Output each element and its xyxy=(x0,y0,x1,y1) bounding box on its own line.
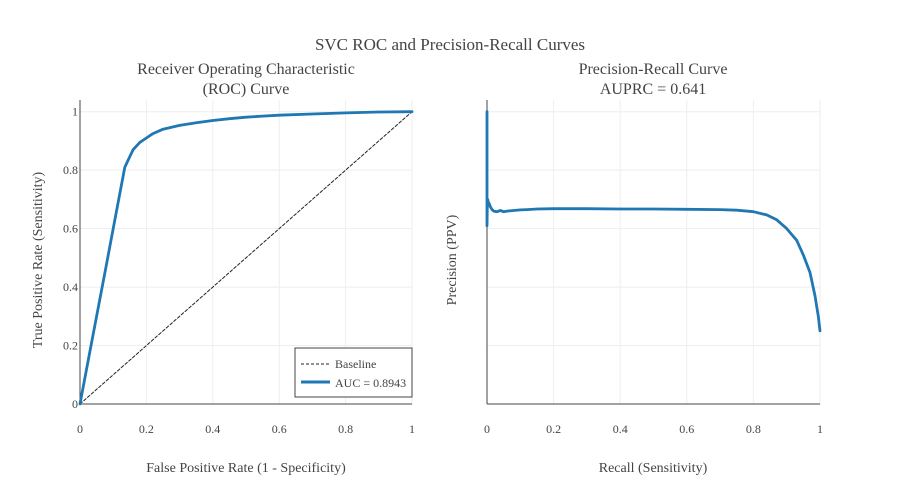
pr-curve-line xyxy=(485,110,822,333)
pr-y-axis-label: Precision (PPV) xyxy=(445,214,460,305)
roc-x-tick-label: 0.8 xyxy=(338,422,353,436)
roc-panel: Receiver Operating Characteristic (ROC) … xyxy=(31,61,415,476)
roc-axes xyxy=(79,100,412,405)
roc-y-axis-label: True Positive Rate (Sensitivity) xyxy=(31,171,46,348)
pr-title-line-2: AUPRC = 0.641 xyxy=(600,81,706,98)
pr-grid xyxy=(487,100,821,404)
roc-title-line-1: Receiver Operating Characteristic xyxy=(137,61,355,78)
pr-x-tick-label: 0.2 xyxy=(546,422,561,436)
roc-curve-line xyxy=(78,110,414,406)
roc-legend-auc-label: AUC = 0.8943 xyxy=(335,376,406,390)
roc-series xyxy=(78,110,414,406)
roc-legend-baseline-label: Baseline xyxy=(335,357,376,371)
roc-legend-box xyxy=(294,347,413,398)
pr-x-tick-label: 0.4 xyxy=(613,422,628,436)
roc-y-tick-label: 0 xyxy=(72,397,78,411)
figure-title: SVC ROC and Precision-Recall Curves xyxy=(315,35,585,54)
roc-y-tick-label: 0.6 xyxy=(63,222,78,236)
pr-x-axis-label: Recall (Sensitivity) xyxy=(599,461,708,476)
roc-x-tick-label: 0.2 xyxy=(139,422,154,436)
roc-x-axis-label: False Positive Rate (1 - Specificity) xyxy=(146,461,346,476)
roc-x-tick-label: 0.6 xyxy=(272,422,287,436)
roc-x-tick-label: 1 xyxy=(409,422,415,436)
pr-panel: Precision-Recall Curve AUPRC = 0.641 0 0.… xyxy=(445,61,823,476)
pr-x-tick-label: 0.6 xyxy=(679,422,694,436)
roc-legend: Baseline AUC = 0.8943 xyxy=(294,347,413,398)
roc-title-line-2: (ROC) Curve xyxy=(203,81,290,98)
pr-x-tick-label: 1 xyxy=(817,422,823,436)
roc-y-tick-label: 1 xyxy=(72,105,78,119)
pr-ticks: 0 0.2 0.4 0.6 0.8 1 xyxy=(484,422,823,436)
roc-baseline-line xyxy=(79,111,413,405)
pr-x-tick-label: 0 xyxy=(484,422,490,436)
pr-series xyxy=(485,110,822,333)
roc-y-tick-label: 0.4 xyxy=(63,280,78,294)
pr-x-tick-label: 0.8 xyxy=(746,422,761,436)
roc-x-tick-label: 0 xyxy=(77,422,83,436)
roc-ticks: 0 0.2 0.4 0.6 0.8 1 0 0.2 0.4 0.6 0.8 1 xyxy=(63,105,415,436)
pr-axes xyxy=(486,100,820,405)
pr-title-line-1: Precision-Recall Curve xyxy=(579,61,728,78)
roc-y-tick-label: 0.2 xyxy=(63,339,78,353)
roc-y-tick-label: 0.8 xyxy=(63,163,78,177)
roc-x-tick-label: 0.4 xyxy=(205,422,220,436)
